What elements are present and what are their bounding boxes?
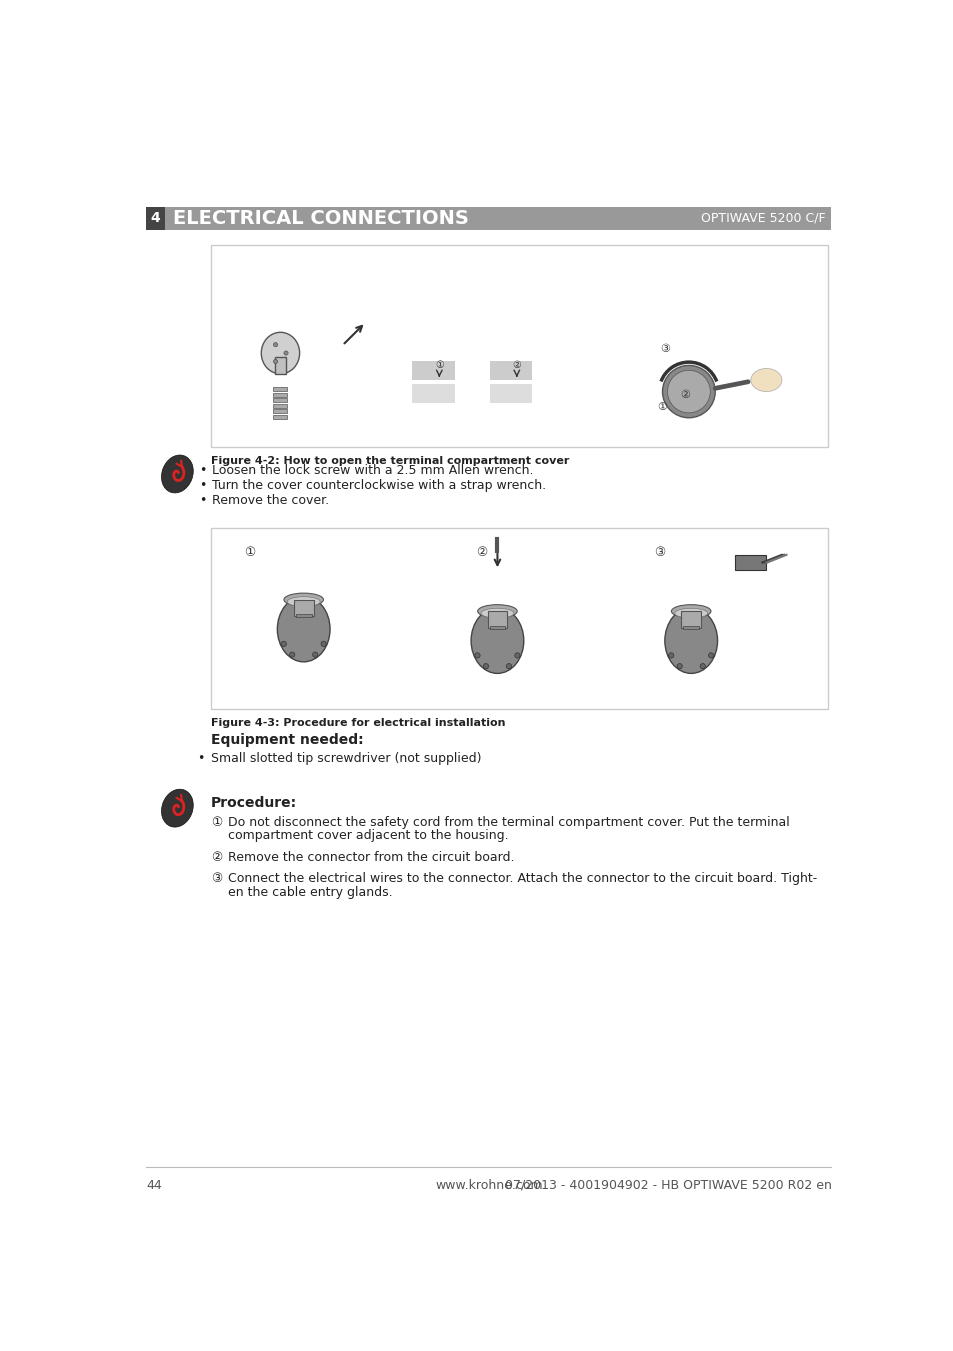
- Circle shape: [483, 663, 488, 669]
- Bar: [489, 384, 532, 403]
- Bar: [295, 615, 312, 617]
- Text: Figure 4-3: Procedure for electrical installation: Figure 4-3: Procedure for electrical ins…: [211, 717, 505, 728]
- Bar: [489, 361, 532, 380]
- Ellipse shape: [674, 608, 707, 619]
- Text: Figure 4-2: How to open the terminal compartment cover: Figure 4-2: How to open the terminal com…: [211, 455, 569, 466]
- Text: Connect the electrical wires to the connector. Attach the connector to the circu: Connect the electrical wires to the conn…: [228, 873, 816, 885]
- Text: Do not disconnect the safety cord from the terminal compartment cover. Put the t: Do not disconnect the safety cord from t…: [228, 816, 789, 828]
- Text: •: •: [198, 494, 206, 508]
- Text: •: •: [198, 480, 206, 492]
- Circle shape: [700, 663, 704, 669]
- Circle shape: [506, 663, 511, 669]
- Circle shape: [321, 642, 326, 647]
- Circle shape: [708, 653, 713, 658]
- Circle shape: [274, 343, 277, 347]
- Text: ③: ③: [211, 873, 222, 885]
- Ellipse shape: [477, 605, 517, 617]
- Ellipse shape: [287, 597, 320, 607]
- Ellipse shape: [667, 370, 710, 413]
- Text: 44: 44: [146, 1179, 162, 1192]
- Bar: [146, 207, 165, 230]
- Text: ELECTRICAL CONNECTIONS: ELECTRICAL CONNECTIONS: [172, 209, 468, 228]
- Text: ②: ②: [679, 390, 689, 400]
- Text: •: •: [198, 463, 206, 477]
- Text: OPTIWAVE 5200 C/F: OPTIWAVE 5200 C/F: [700, 212, 824, 224]
- Text: 07/2013 - 4001904902 - HB OPTIWAVE 5200 R02 en: 07/2013 - 4001904902 - HB OPTIWAVE 5200 …: [504, 1179, 831, 1192]
- Text: ①: ①: [211, 816, 222, 828]
- Text: Remove the cover.: Remove the cover.: [212, 494, 329, 508]
- Text: ②: ②: [211, 851, 222, 863]
- Ellipse shape: [480, 608, 514, 619]
- Bar: [274, 357, 286, 374]
- Text: Equipment needed:: Equipment needed:: [211, 732, 363, 747]
- Text: ②: ②: [512, 359, 520, 370]
- Bar: [165, 207, 831, 230]
- Bar: [274, 415, 287, 419]
- Bar: [680, 611, 700, 628]
- Text: www.krohne.com: www.krohne.com: [435, 1179, 542, 1192]
- Circle shape: [515, 653, 519, 658]
- Text: Small slotted tip screwdriver (not supplied): Small slotted tip screwdriver (not suppl…: [211, 751, 480, 765]
- Text: Loosen the lock screw with a 2.5 mm Allen wrench.: Loosen the lock screw with a 2.5 mm Alle…: [212, 463, 533, 477]
- Circle shape: [313, 653, 317, 657]
- Bar: [274, 399, 287, 403]
- Ellipse shape: [671, 605, 710, 617]
- Ellipse shape: [277, 596, 330, 662]
- Bar: [294, 600, 314, 616]
- Ellipse shape: [261, 332, 299, 374]
- Bar: [487, 611, 507, 628]
- Text: ③: ③: [654, 546, 665, 559]
- Circle shape: [475, 653, 479, 658]
- Circle shape: [274, 359, 277, 363]
- Ellipse shape: [664, 608, 717, 673]
- Ellipse shape: [471, 608, 523, 673]
- Ellipse shape: [750, 369, 781, 392]
- Bar: [211, 246, 827, 447]
- Ellipse shape: [161, 789, 193, 827]
- Circle shape: [677, 663, 681, 669]
- Bar: [211, 528, 827, 709]
- Ellipse shape: [661, 365, 715, 417]
- Bar: [412, 361, 455, 380]
- Text: •: •: [197, 751, 204, 765]
- Text: ①: ①: [656, 403, 666, 412]
- Bar: [682, 626, 699, 630]
- Bar: [274, 409, 287, 413]
- Bar: [274, 404, 287, 408]
- Bar: [412, 384, 455, 403]
- Text: compartment cover adjacent to the housing.: compartment cover adjacent to the housin…: [228, 830, 508, 843]
- Ellipse shape: [284, 593, 323, 607]
- Bar: [274, 393, 287, 397]
- Text: 4: 4: [151, 211, 160, 226]
- Ellipse shape: [161, 455, 193, 493]
- Bar: [735, 555, 765, 570]
- Text: en the cable entry glands.: en the cable entry glands.: [228, 886, 392, 900]
- Text: ①: ①: [244, 546, 254, 559]
- Text: ③: ③: [659, 345, 670, 354]
- Bar: [274, 386, 287, 392]
- Text: Turn the cover counterclockwise with a strap wrench.: Turn the cover counterclockwise with a s…: [212, 480, 546, 492]
- Circle shape: [668, 653, 673, 658]
- Circle shape: [281, 642, 286, 647]
- Text: ②: ②: [476, 546, 487, 559]
- Bar: [489, 626, 505, 630]
- Circle shape: [284, 351, 288, 355]
- Text: ①: ①: [435, 359, 443, 370]
- Circle shape: [289, 653, 294, 657]
- Text: Remove the connector from the circuit board.: Remove the connector from the circuit bo…: [228, 851, 514, 863]
- Text: Procedure:: Procedure:: [211, 796, 296, 809]
